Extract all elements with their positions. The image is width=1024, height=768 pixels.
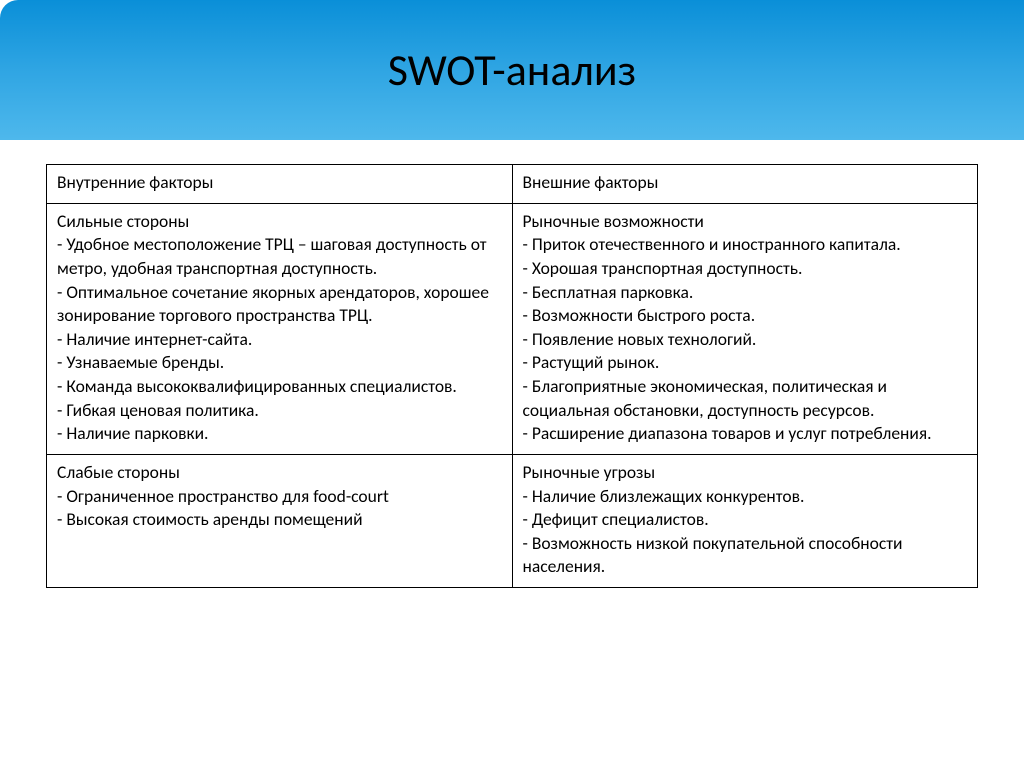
cell-item: - Приток отечественного и иностранного к… [523,233,968,257]
cell-item: - Расширение диапазона товаров и услуг п… [523,422,968,446]
cell-item: - Дефицит специалистов. [523,508,968,532]
header-internal-factors: Внутренние факторы [47,165,513,204]
cell-item: - Высокая стоимость аренды помещений [57,508,502,532]
cell-item: - Наличие парковки. [57,422,502,446]
cell-heading: Сильные стороны [57,210,502,234]
cell-item: - Оптимальное сочетание якорных арендато… [57,281,502,328]
cell-item: - Возможность низкой покупательной спосо… [523,532,968,579]
table-row: Слабые стороны - Ограниченное пространст… [47,454,978,587]
cell-heading: Рыночные возможности [523,210,968,234]
cell-item: - Хорошая транспортная доступность. [523,257,968,281]
cell-heading: Рыночные угрозы [523,461,968,485]
slide-header: SWOT-анализ [0,0,1024,140]
cell-threats: Рыночные угрозы - Наличие близлежащих ко… [512,454,978,587]
cell-item: - Ограниченное пространство для food-cou… [57,485,502,509]
cell-item: - Появление новых технологий. [523,328,968,352]
cell-item: - Удобное местоположение ТРЦ – шаговая д… [57,233,502,280]
cell-item: - Бесплатная парковка. [523,281,968,305]
cell-item: - Узнаваемые бренды. [57,351,502,375]
header-external-factors: Внешние факторы [512,165,978,204]
cell-opportunities: Рыночные возможности - Приток отечествен… [512,203,978,454]
cell-strengths: Сильные стороны - Удобное местоположение… [47,203,513,454]
slide-content: Внутренние факторы Внешние факторы Сильн… [0,140,1024,588]
table-header-row: Внутренние факторы Внешние факторы [47,165,978,204]
cell-item: - Команда высококвалифицированных специа… [57,375,502,399]
table-row: Сильные стороны - Удобное местоположение… [47,203,978,454]
cell-item: - Гибкая ценовая политика. [57,399,502,423]
cell-item: - Наличие близлежащих конкурентов. [523,485,968,509]
cell-heading: Слабые стороны [57,461,502,485]
swot-table: Внутренние факторы Внешние факторы Сильн… [46,164,978,588]
cell-weaknesses: Слабые стороны - Ограниченное пространст… [47,454,513,587]
cell-item: - Наличие интернет-сайта. [57,328,502,352]
cell-item: - Растущий рынок. [523,351,968,375]
cell-item: - Благоприятные экономическая, политичес… [523,375,968,422]
slide-title: SWOT-анализ [388,43,637,97]
cell-item: - Возможности быстрого роста. [523,304,968,328]
